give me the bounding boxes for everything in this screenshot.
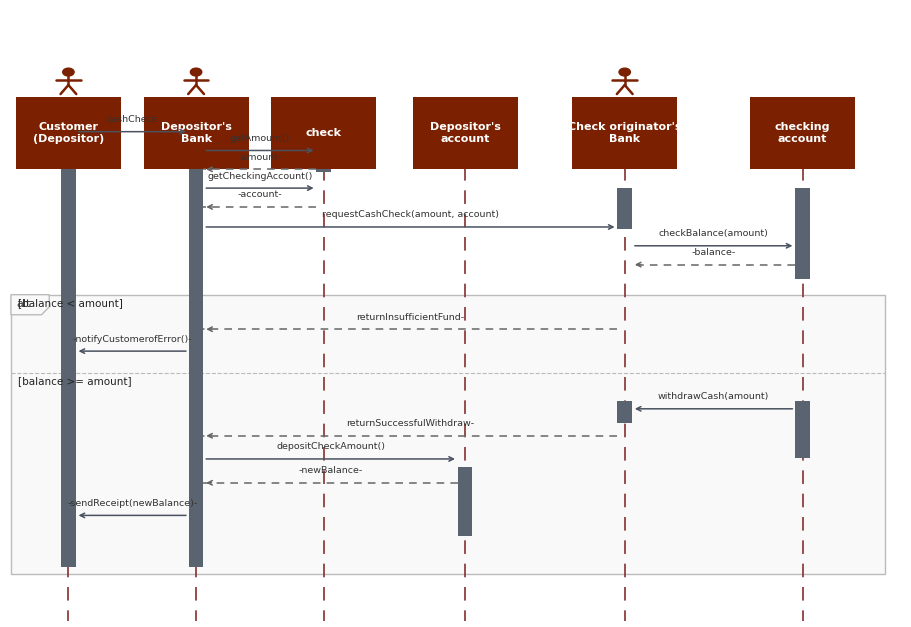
Bar xyxy=(15,97,121,169)
Text: alt: alt xyxy=(16,299,31,309)
Bar xyxy=(144,97,248,169)
Text: checkBalance(amount): checkBalance(amount) xyxy=(658,229,768,238)
Text: -account-: -account- xyxy=(238,191,281,199)
Bar xyxy=(412,97,517,169)
Text: -amount-: -amount- xyxy=(238,153,281,162)
Circle shape xyxy=(190,68,201,76)
Text: withdrawCash(amount): withdrawCash(amount) xyxy=(657,393,769,401)
Polygon shape xyxy=(11,295,49,315)
Text: returnSuccessfulWithdraw-: returnSuccessfulWithdraw- xyxy=(346,419,474,428)
Bar xyxy=(617,188,631,229)
Text: cashCheck: cashCheck xyxy=(107,115,158,124)
Text: [balance >= amount]: [balance >= amount] xyxy=(18,376,132,386)
Bar xyxy=(271,97,375,169)
Bar xyxy=(794,188,809,279)
Text: [balance < amount]: [balance < amount] xyxy=(18,298,123,308)
Bar xyxy=(617,401,631,423)
Bar xyxy=(189,132,203,567)
Text: -balance-: -balance- xyxy=(691,248,735,257)
Bar xyxy=(749,97,855,169)
Text: requestCashCheck(amount, account): requestCashCheck(amount, account) xyxy=(322,211,498,219)
Bar xyxy=(457,467,472,536)
Text: -newBalance-: -newBalance- xyxy=(298,466,363,475)
Text: -notifyCustomerofError()-: -notifyCustomerofError()- xyxy=(72,335,192,344)
Bar xyxy=(316,150,331,172)
Bar xyxy=(11,295,884,574)
Text: Customer
(Depositor): Customer (Depositor) xyxy=(33,122,104,144)
Text: -sendReceipt(newBalance)-: -sendReceipt(newBalance)- xyxy=(67,499,197,508)
Bar xyxy=(572,97,676,169)
Bar xyxy=(794,401,809,458)
Text: getCheckingAccount(): getCheckingAccount() xyxy=(207,172,312,181)
Text: Check originator's
Bank: Check originator's Bank xyxy=(568,122,681,144)
Text: Depositor's
account: Depositor's account xyxy=(429,122,500,144)
Text: Depositor's
Bank: Depositor's Bank xyxy=(160,122,231,144)
Text: returnInsufficientFund-: returnInsufficientFund- xyxy=(356,313,464,322)
Text: checking
account: checking account xyxy=(774,122,829,144)
Text: check: check xyxy=(305,129,342,138)
Text: depositCheckAmount(): depositCheckAmount() xyxy=(276,443,384,451)
Bar xyxy=(61,132,76,567)
Circle shape xyxy=(63,68,74,76)
Circle shape xyxy=(619,68,630,76)
Text: getAmount(): getAmount() xyxy=(230,134,290,143)
